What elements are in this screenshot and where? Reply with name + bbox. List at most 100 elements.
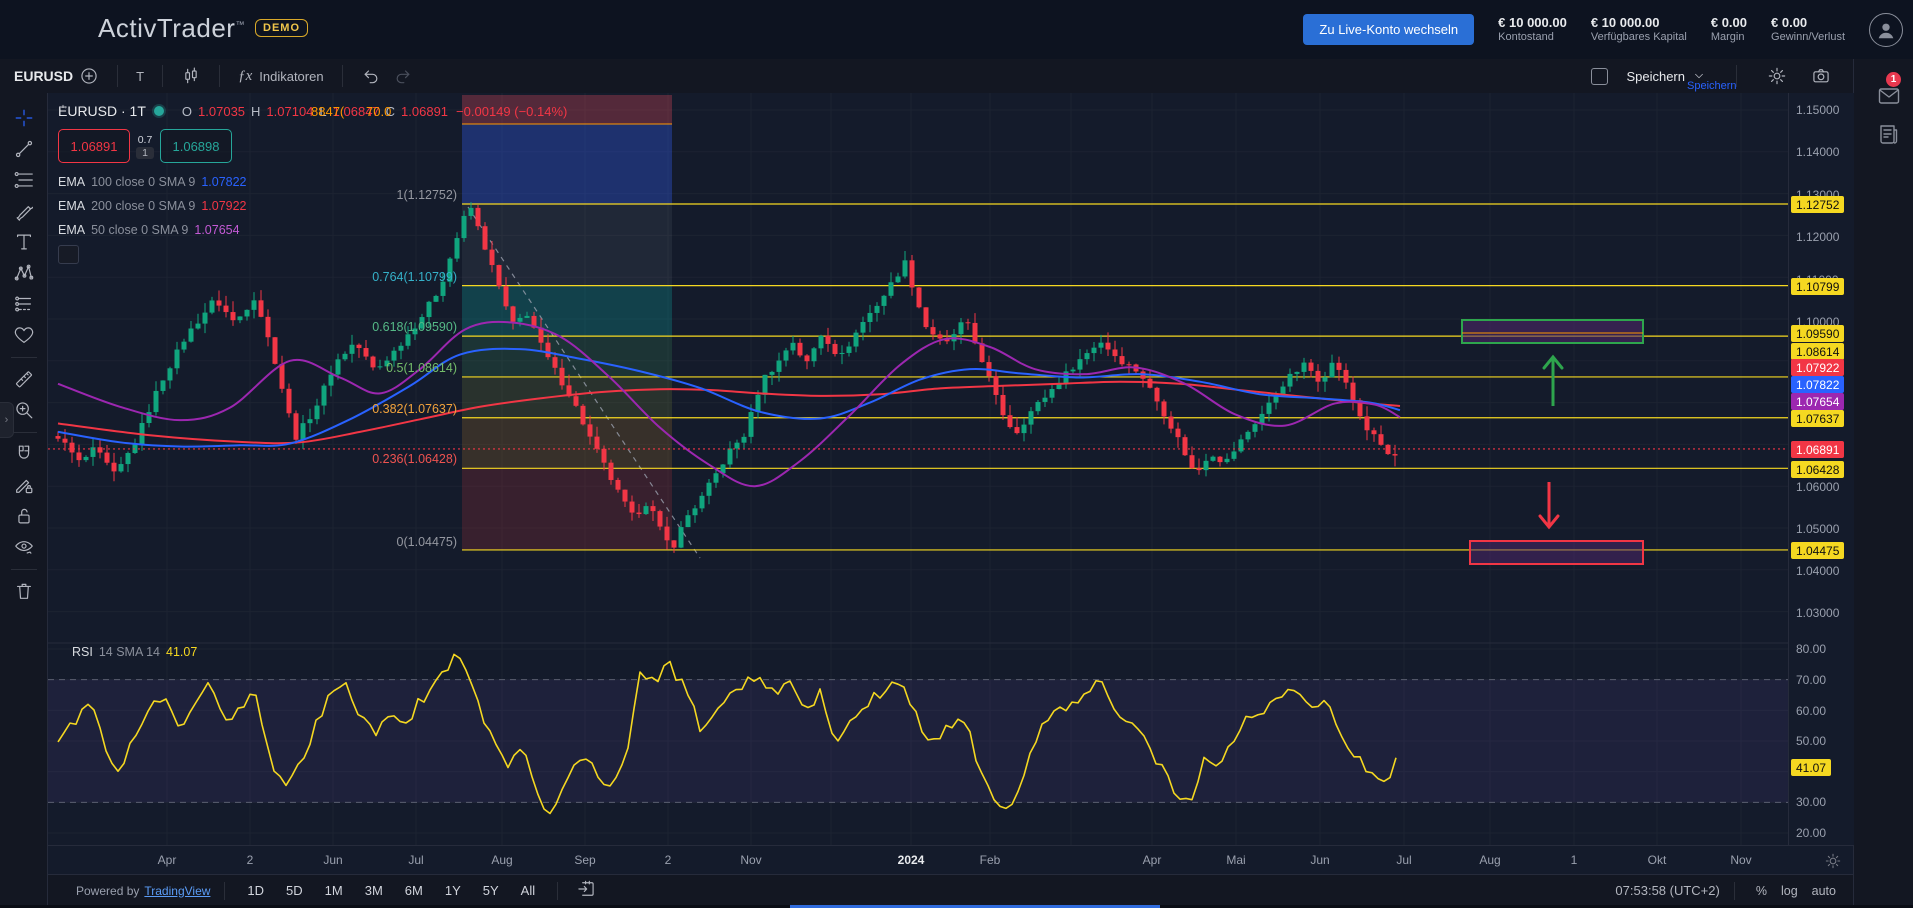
compare-add-symbol-button[interactable] — [73, 62, 105, 90]
price-tick: 1.06000 — [1796, 480, 1840, 494]
indicator-legend-ema50[interactable]: EMA 50 close 0 SMA 9 1.07654 — [58, 223, 240, 237]
lock-open-icon — [17, 508, 30, 524]
right-panel-strip: 1 — [1853, 59, 1913, 908]
legend-symbol-interval[interactable]: EURUSD · 1T — [58, 103, 146, 119]
timeframe-button-6m[interactable]: 6M — [397, 880, 431, 901]
sidebar-divider — [10, 357, 37, 358]
zoom-in-tool-button[interactable] — [7, 395, 41, 425]
chart-style-button[interactable] — [175, 62, 207, 90]
fib-retracement-tool-button[interactable] — [7, 165, 41, 195]
session-clock[interactable]: 07:53:58 (UTC+2) — [1615, 883, 1720, 898]
trademark: ™ — [235, 19, 245, 30]
rsi-tick: 80.00 — [1796, 642, 1827, 656]
switch-to-live-button[interactable]: Zu Live-Konto wechseln — [1303, 14, 1475, 45]
time-axis[interactable]: Apr 2 Jun Jul Aug Sep 2 Nov 2024 Feb Apr Mai Jun Jul A… — [48, 845, 1853, 875]
price-level-label: 1.08614 — [1791, 343, 1845, 360]
brush-tool-button[interactable] — [7, 196, 41, 226]
auto-scale-button[interactable]: auto — [1805, 881, 1843, 901]
projection-tool-button[interactable] — [7, 289, 41, 319]
chevron-down-icon — [1695, 73, 1703, 79]
xabcd-pattern-tool-button[interactable] — [7, 258, 41, 288]
undo-button[interactable] — [355, 62, 387, 90]
trendline-icon — [15, 140, 32, 158]
crosshair-icon — [15, 109, 32, 127]
time-label: Apr — [1142, 853, 1162, 867]
drawing-mode-lock-button[interactable] — [7, 470, 41, 500]
price-tick: 1.15000 — [1796, 103, 1840, 117]
sidebar-divider — [10, 569, 37, 570]
percent-scale-button[interactable]: % — [1749, 881, 1774, 901]
buy-ask-button[interactable]: 1.06898 — [160, 129, 232, 163]
legend-collapse-button[interactable] — [58, 104, 79, 264]
undo-icon — [364, 70, 377, 84]
log-scale-button[interactable]: log — [1774, 881, 1805, 901]
lock-all-drawings-button[interactable] — [7, 501, 41, 531]
price-level-label: 1.07922 — [1791, 359, 1845, 376]
redo-button[interactable] — [387, 62, 419, 90]
sidebar-divider — [10, 432, 37, 433]
time-label: Jul — [1396, 853, 1412, 867]
price-level-label: 1.07637 — [1791, 410, 1845, 427]
time-label: 2 — [664, 853, 672, 867]
chart-pane[interactable]: EURUSD · 1T O 1.07035 H 1.07104 L 1.06847 C… — [48, 93, 1788, 845]
sell-bid-button[interactable]: 1.06891 — [58, 129, 130, 163]
price-level-label: 1.06891 — [1791, 441, 1845, 458]
hide-drawings-button[interactable] — [7, 532, 41, 562]
stat-available-capital: € 10 000.00 Verfügbares Kapital — [1590, 14, 1687, 43]
price-level-label: 1.10799 — [1791, 278, 1845, 295]
emoji-tool-button[interactable] — [7, 320, 41, 350]
remove-drawings-button[interactable] — [7, 576, 41, 606]
save-checkbox[interactable] — [1591, 67, 1609, 85]
trendline-tool-button[interactable] — [7, 134, 41, 164]
pencil-lock-icon — [15, 479, 32, 494]
time-axis-settings-button[interactable] — [1817, 850, 1841, 872]
bottom-scrollbar[interactable] — [790, 905, 1160, 908]
time-label: Jun — [323, 853, 343, 867]
news-button[interactable] — [1869, 121, 1899, 147]
timeframe-button-all[interactable]: All — [513, 880, 543, 901]
timeframe-button-5d[interactable]: 5D — [278, 880, 311, 901]
interval-button[interactable]: T — [130, 65, 150, 88]
timeframe-button-1d[interactable]: 1D — [239, 880, 272, 901]
tradingview-link[interactable]: TradingView — [144, 883, 211, 898]
snapshot-camera-button[interactable] — [1805, 62, 1837, 90]
symbol-button[interactable]: EURUSD — [14, 68, 74, 84]
crosshair-tool-button[interactable] — [7, 103, 41, 133]
change-value: −0.00149 (−0.14%) — [456, 103, 568, 119]
watchlist-expand-handle[interactable]: › — [0, 402, 14, 438]
fx-icon: ƒx — [238, 67, 253, 84]
heart-icon — [14, 327, 33, 343]
time-label: Jun — [1310, 853, 1330, 867]
magnet-icon — [18, 445, 29, 459]
measure-tool-button[interactable] — [7, 364, 41, 394]
save-button[interactable]: Speichern — [1620, 65, 1712, 88]
go-to-date-button[interactable] — [572, 877, 600, 904]
app-logo: ActivTrader™ — [98, 13, 245, 43]
overlapping-fib-fragment: 8847( — [311, 104, 345, 119]
spread-indicator: 0.7 1 — [136, 133, 154, 159]
indicator-legend-ema200[interactable]: EMA 200 close 0 SMA 9 1.07922 — [58, 199, 247, 213]
timeframe-button-3m[interactable]: 3M — [357, 880, 391, 901]
timeframe-button-1m[interactable]: 1M — [317, 880, 351, 901]
time-label: Okt — [1647, 853, 1667, 867]
messages-button[interactable] — [1869, 83, 1900, 109]
timeframe-button-1y[interactable]: 1Y — [437, 880, 469, 901]
timeframe-button-5y[interactable]: 5Y — [475, 880, 507, 901]
price-level-label: 1.12752 — [1791, 196, 1845, 213]
rsi-legend[interactable]: RSI 14 SMA 14 41.07 — [72, 645, 198, 659]
text-tool-button[interactable] — [7, 227, 41, 257]
chart-settings-button[interactable] — [1761, 62, 1793, 90]
price-axis[interactable]: 1.150001.140001.130001.120001.110001.100… — [1788, 93, 1854, 845]
camera-icon — [1813, 69, 1829, 83]
rsi-tick: 50.00 — [1796, 734, 1827, 748]
user-avatar[interactable] — [1869, 12, 1903, 47]
gear-icon — [1768, 67, 1786, 85]
time-label: Nov — [1730, 853, 1752, 867]
indicator-legend-ema100[interactable]: EMA 100 close 0 SMA 9 1.07822 — [58, 175, 247, 189]
save-floating-hint[interactable]: Speichern — [1687, 80, 1737, 92]
chart-canvas[interactable] — [48, 93, 1788, 845]
time-label: Sep — [574, 853, 596, 867]
indicators-button[interactable]: ƒx Indikatoren — [232, 64, 330, 89]
bottom-toolbar: Powered by TradingView 1D 5D 1M 3M 6M 1Y 5Y All… — [48, 874, 1853, 906]
magnet-mode-button[interactable] — [7, 439, 41, 469]
